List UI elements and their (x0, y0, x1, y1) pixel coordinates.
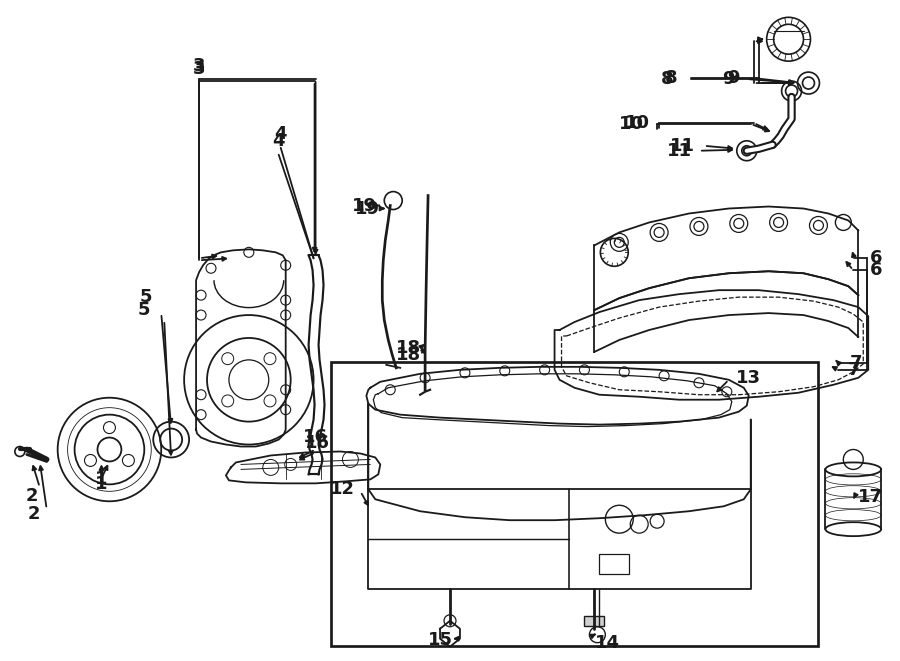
Text: 6: 6 (870, 249, 883, 267)
Text: 2: 2 (25, 487, 38, 505)
Text: 6: 6 (870, 261, 883, 279)
Text: 18: 18 (396, 346, 420, 364)
Text: 11: 11 (667, 141, 691, 160)
Text: 8: 8 (661, 70, 673, 88)
Text: 15: 15 (428, 631, 453, 648)
Text: 18: 18 (396, 339, 420, 357)
Text: 3: 3 (193, 57, 205, 75)
Text: 12: 12 (330, 481, 355, 498)
Text: 16: 16 (303, 428, 328, 446)
Bar (599, 554, 629, 574)
Text: 11: 11 (670, 137, 695, 155)
Text: 7: 7 (848, 361, 860, 379)
Text: 8: 8 (665, 69, 678, 87)
Text: 5: 5 (138, 301, 150, 319)
Text: 10: 10 (618, 115, 644, 133)
Text: 7: 7 (850, 354, 862, 372)
Text: 9: 9 (723, 70, 735, 88)
Text: 13: 13 (736, 369, 761, 387)
Text: 9: 9 (727, 69, 740, 87)
Bar (584, 616, 604, 626)
Text: 17: 17 (858, 488, 883, 506)
Text: 16: 16 (305, 434, 330, 451)
Text: 19: 19 (352, 196, 377, 215)
Text: 10: 10 (625, 114, 650, 132)
Text: 1: 1 (95, 471, 108, 488)
Text: 14: 14 (595, 634, 620, 652)
Text: 4: 4 (273, 132, 285, 150)
Text: 4: 4 (274, 125, 287, 143)
Text: 3: 3 (193, 60, 205, 78)
Text: 1: 1 (95, 475, 108, 493)
Text: 2: 2 (28, 505, 40, 524)
Bar (330, 362, 818, 646)
Text: 5: 5 (140, 288, 152, 306)
Text: 19: 19 (355, 200, 380, 217)
